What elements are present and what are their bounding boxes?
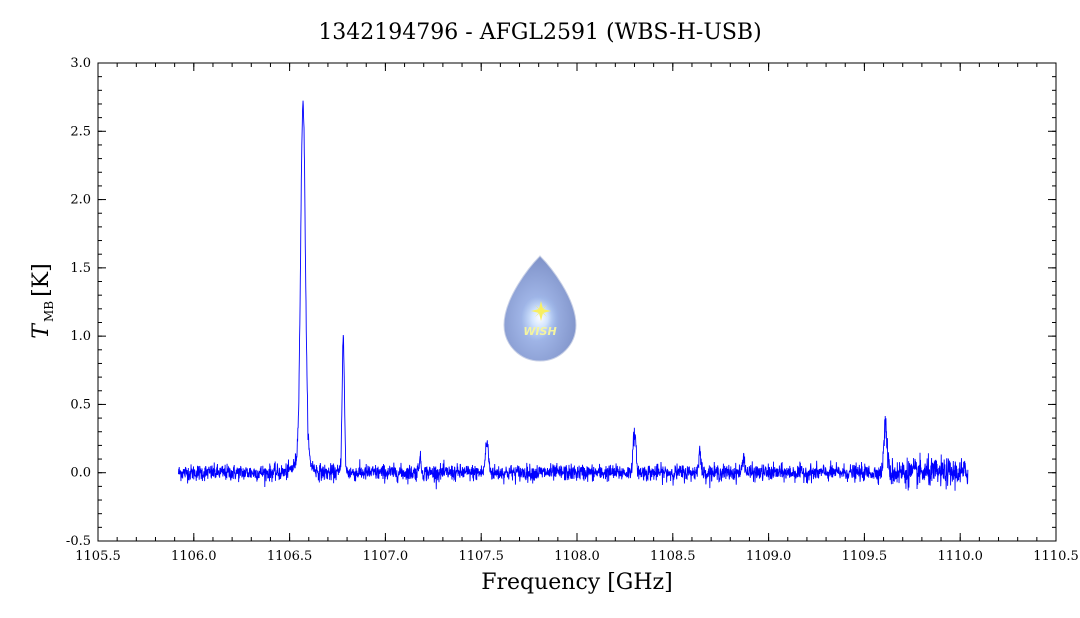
y-axis-unit: [K] xyxy=(29,263,54,297)
wish-logo: WISH xyxy=(503,255,577,362)
y-tick-label: 1.5 xyxy=(70,261,91,276)
chart-title: 1342194796 - AFGL2591 (WBS-H-USB) xyxy=(318,20,761,45)
y-tick-label: -0.5 xyxy=(66,534,91,549)
y-tick-label: 3.0 xyxy=(70,56,91,71)
x-tick-label: 1107.0 xyxy=(363,549,409,564)
y-axis-subscript: MB xyxy=(42,301,56,322)
y-tick-label: 1.0 xyxy=(70,329,91,344)
y-tick-label: 2.0 xyxy=(70,193,91,208)
wish-star-icon xyxy=(531,301,551,321)
wish-logo-text: WISH xyxy=(523,325,556,338)
y-tick-label: 2.5 xyxy=(70,124,91,139)
y-axis-label: TMB [K] xyxy=(29,263,56,338)
svg-text:TMB[K]: TMB [K] xyxy=(29,263,56,338)
y-axis-symbol: T xyxy=(29,322,54,339)
x-tick-label: 1107.5 xyxy=(458,549,504,564)
x-tick-label: 1109.5 xyxy=(842,549,888,564)
x-tick-label: 1109.0 xyxy=(746,549,792,564)
y-tick-label: 0.0 xyxy=(70,466,91,481)
spectrum-series-0 xyxy=(178,100,969,491)
x-tick-label: 1106.5 xyxy=(267,549,313,564)
x-tick-label: 1106.0 xyxy=(171,549,217,564)
x-axis-label: Frequency [GHz] xyxy=(481,570,673,595)
y-tick-label: 0.5 xyxy=(70,397,91,412)
x-tick-label: 1110.5 xyxy=(1033,549,1079,564)
axes: 1105.5 1106.0 1106.5 1107.0 1107.5 1108.0 1108… xyxy=(66,56,1079,564)
x-tick-label: 1108.5 xyxy=(650,549,696,564)
x-tick-label: 1108.0 xyxy=(554,549,600,564)
plot-area xyxy=(178,100,969,491)
x-tick-label: 1105.5 xyxy=(75,549,121,564)
x-tick-label: 1110.0 xyxy=(937,549,983,564)
